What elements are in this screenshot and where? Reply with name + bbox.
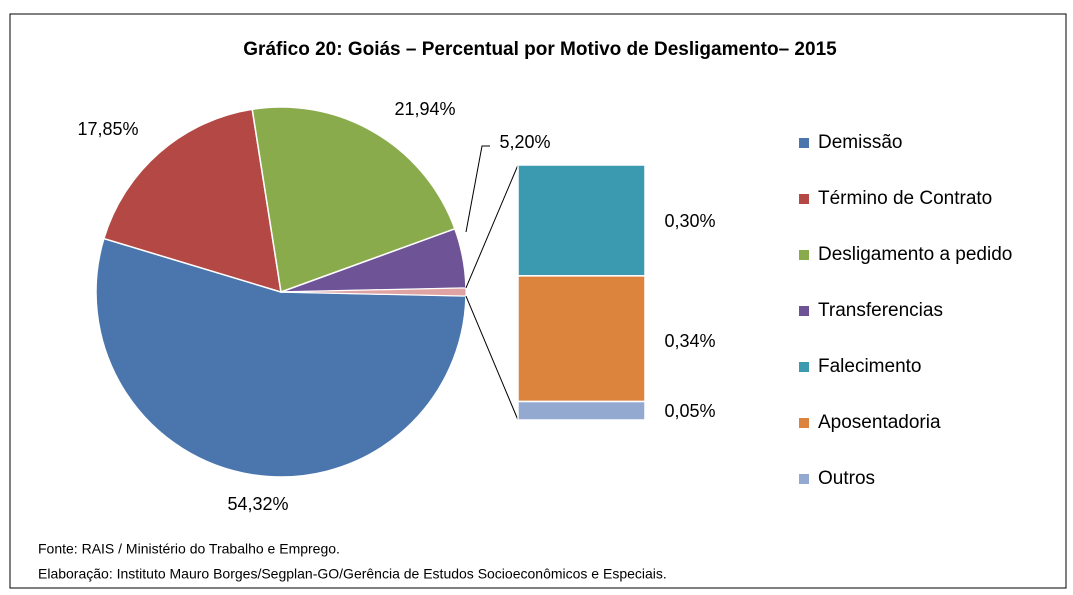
connector-line [465,295,519,421]
bar-segment [517,164,646,277]
legend-swatch [799,138,809,148]
connector-line [465,164,519,289]
pie-slice [251,106,456,294]
data-label: 0,05% [664,401,715,421]
legend-label: Demissão [818,132,902,153]
other-slice [280,287,467,297]
legend-label: Falecimento [818,356,922,377]
legend-swatch [799,306,809,316]
pie-slice [95,237,467,478]
bar-segment [517,275,646,403]
data-label: 17,85% [77,119,138,139]
legend-swatch [799,474,809,484]
source-note: Fonte: RAIS / Ministério do Trabalho e E… [38,541,340,557]
legend-label: Término de Contrato [818,188,992,209]
data-label: 21,94% [394,99,455,119]
data-label: 0,34% [664,331,715,351]
leader-line [465,145,490,233]
pie-slice [102,108,282,294]
data-label: 0,30% [664,211,715,231]
legend-label: Desligamento a pedido [818,244,1012,265]
legend-label: Transferencias [818,300,943,321]
legend-swatch [799,194,809,204]
credit-note: Elaboração: Instituto Mauro Borges/Segpl… [38,566,667,582]
legend-swatch [799,362,809,372]
legend-label: Outros [818,468,875,489]
legend-swatch [799,250,809,260]
chart-title: Gráfico 20: Goiás – Percentual por Motiv… [243,39,837,60]
legend-swatch [799,418,809,428]
data-label: 54,32% [227,494,288,514]
bar-segment [517,400,646,421]
legend-label: Aposentadoria [818,412,941,433]
data-label: 5,20% [499,132,550,152]
